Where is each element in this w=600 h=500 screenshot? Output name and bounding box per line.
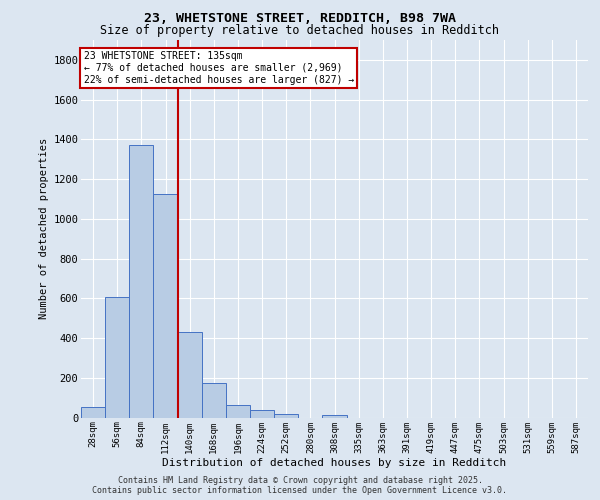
- X-axis label: Distribution of detached houses by size in Redditch: Distribution of detached houses by size …: [163, 458, 506, 468]
- Bar: [226, 404, 250, 417]
- Bar: [81, 406, 105, 418]
- Y-axis label: Number of detached properties: Number of detached properties: [39, 138, 49, 320]
- Text: Size of property relative to detached houses in Redditch: Size of property relative to detached ho…: [101, 24, 499, 37]
- Text: 23, WHETSTONE STREET, REDDITCH, B98 7WA: 23, WHETSTONE STREET, REDDITCH, B98 7WA: [144, 12, 456, 24]
- Bar: [322, 414, 347, 418]
- Bar: [105, 298, 129, 418]
- Bar: [274, 414, 298, 418]
- Bar: [129, 146, 154, 418]
- Bar: [250, 410, 274, 418]
- Bar: [178, 332, 202, 418]
- Text: Contains HM Land Registry data © Crown copyright and database right 2025.
Contai: Contains HM Land Registry data © Crown c…: [92, 476, 508, 495]
- Bar: [202, 382, 226, 418]
- Text: 23 WHETSTONE STREET: 135sqm
← 77% of detached houses are smaller (2,969)
22% of : 23 WHETSTONE STREET: 135sqm ← 77% of det…: [83, 52, 354, 84]
- Bar: [154, 194, 178, 418]
